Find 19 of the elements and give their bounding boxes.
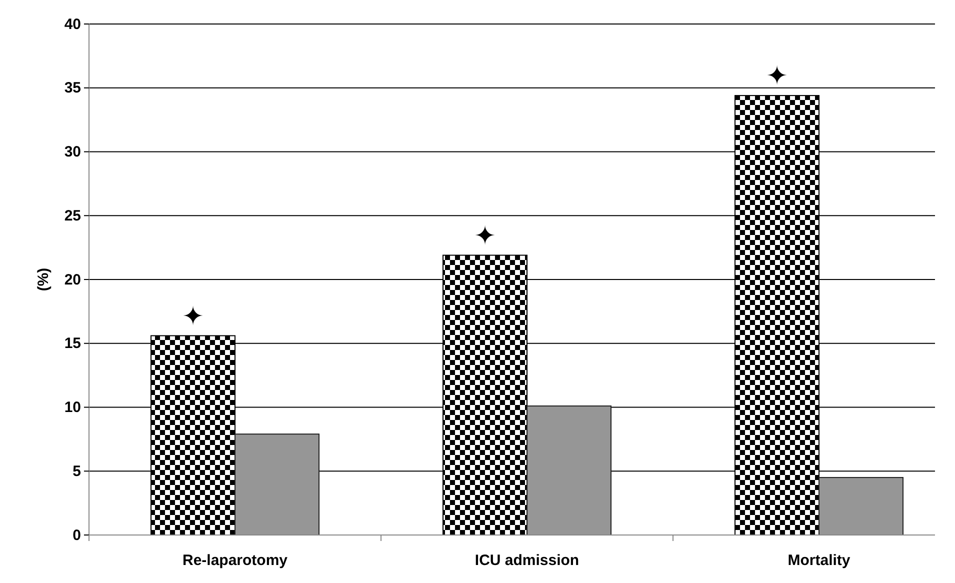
- y-tick-label: 10: [64, 399, 81, 416]
- y-tick-label: 35: [64, 80, 81, 97]
- bar: [234, 434, 320, 536]
- y-axis-title: (%): [35, 268, 52, 292]
- annotation: ✦: [182, 302, 204, 332]
- x-tick-label: Mortality: [788, 552, 851, 569]
- y-tick-label: 0: [72, 526, 81, 544]
- y-tick-label: 25: [64, 207, 81, 224]
- x-tick-label: Re-laparotomy: [182, 552, 288, 569]
- y-tick-label: 30: [64, 144, 81, 161]
- y-tick-label: 20: [64, 271, 81, 288]
- y-tick-label: 15: [64, 335, 81, 352]
- x-tick-label: ICU admission: [474, 552, 580, 569]
- annotation: ✦: [474, 221, 496, 252]
- bar: [526, 405, 612, 536]
- y-tick-label: 5: [72, 462, 81, 480]
- bar: [818, 477, 904, 536]
- y-tick-label: 40: [64, 16, 81, 33]
- annotation: ✦: [766, 62, 788, 92]
